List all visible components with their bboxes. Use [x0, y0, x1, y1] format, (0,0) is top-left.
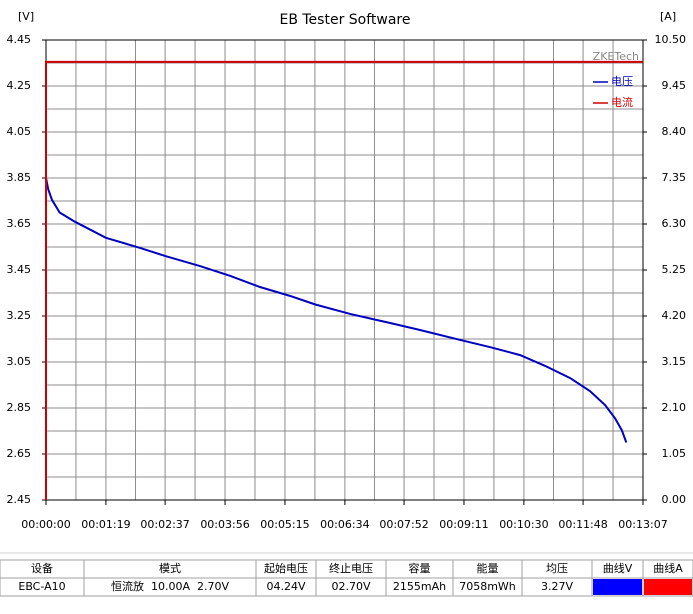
header-text: 能量	[477, 561, 499, 575]
curve-color-swatch	[593, 579, 642, 595]
y2-tick-label: 5.25	[662, 263, 687, 276]
header-text: 模式	[159, 562, 181, 575]
chart-title: EB Tester Software	[279, 12, 410, 28]
x-tick-label: 00:09:11	[439, 518, 488, 531]
table-cell	[642, 577, 693, 597]
x-tick-label: 00:13:07	[618, 518, 667, 531]
legend-label: 电流	[611, 95, 633, 109]
cell-text: 7058mWh	[459, 580, 516, 593]
cell-text: 2155mAh	[393, 580, 446, 593]
y-tick-label: 4.25	[7, 79, 32, 92]
y-axis-label: [V]	[18, 10, 34, 23]
y-tick-label: 3.25	[7, 309, 32, 322]
y-tick-label: 3.45	[7, 263, 32, 276]
header-text: 曲线A	[653, 561, 683, 575]
x-tick-label: 00:11:48	[558, 518, 607, 531]
curve-color-swatch	[644, 579, 692, 595]
y2-tick-label: 1.05	[662, 447, 687, 460]
y2-tick-label: 10.50	[655, 33, 687, 46]
y2-tick-label: 7.35	[662, 171, 687, 184]
x-tick-label: 00:01:19	[81, 518, 130, 531]
y-tick-label: 2.65	[7, 447, 32, 460]
x-tick-label: 00:03:56	[200, 518, 249, 531]
y2-tick-label: 8.40	[662, 125, 687, 138]
cell-text: EBC-A10	[18, 580, 65, 593]
y-tick-label: 3.65	[7, 217, 32, 230]
x-tick-label: 00:00:00	[21, 518, 70, 531]
y-tick-label: 2.45	[7, 493, 32, 506]
cell-text: 02.70V	[331, 580, 370, 593]
y2-tick-label: 0.00	[662, 493, 687, 506]
x-tick-label: 00:05:15	[260, 518, 309, 531]
y2-axis-label: [A]	[660, 10, 676, 23]
y-tick-label: 4.05	[7, 125, 32, 138]
cell-text: 恒流放 10.00A 2.70V	[111, 579, 229, 593]
y2-tick-label: 2.10	[662, 401, 687, 414]
y2-tick-label: 4.20	[662, 309, 687, 322]
y-tick-label: 4.45	[7, 33, 32, 46]
header-text: 曲线V	[603, 561, 633, 575]
header-text: 起始电压	[264, 561, 308, 575]
series-line	[45, 177, 628, 443]
legend-label: 电压	[611, 75, 633, 88]
series-line	[45, 60, 643, 500]
header-text: 容量	[409, 561, 431, 575]
cell-text: 3.27V	[541, 580, 573, 593]
y2-tick-label: 6.30	[662, 217, 687, 230]
y-tick-label: 3.85	[7, 171, 32, 184]
x-tick-label: 00:06:34	[320, 518, 369, 531]
header-text: 设备	[31, 561, 53, 575]
y-tick-label: 2.85	[7, 401, 32, 414]
x-tick-label: 00:07:52	[379, 518, 428, 531]
y-tick-label: 3.05	[7, 355, 32, 368]
watermark: ZKETech	[593, 50, 639, 63]
x-tick-label: 00:10:30	[499, 518, 548, 531]
header-text: 终止电压	[329, 561, 373, 575]
y2-tick-label: 9.45	[662, 79, 687, 92]
cell-text: 04.24V	[266, 580, 305, 593]
x-tick-label: 00:02:37	[140, 518, 189, 531]
header-text: 均压	[546, 562, 568, 575]
y2-tick-label: 3.15	[662, 355, 687, 368]
